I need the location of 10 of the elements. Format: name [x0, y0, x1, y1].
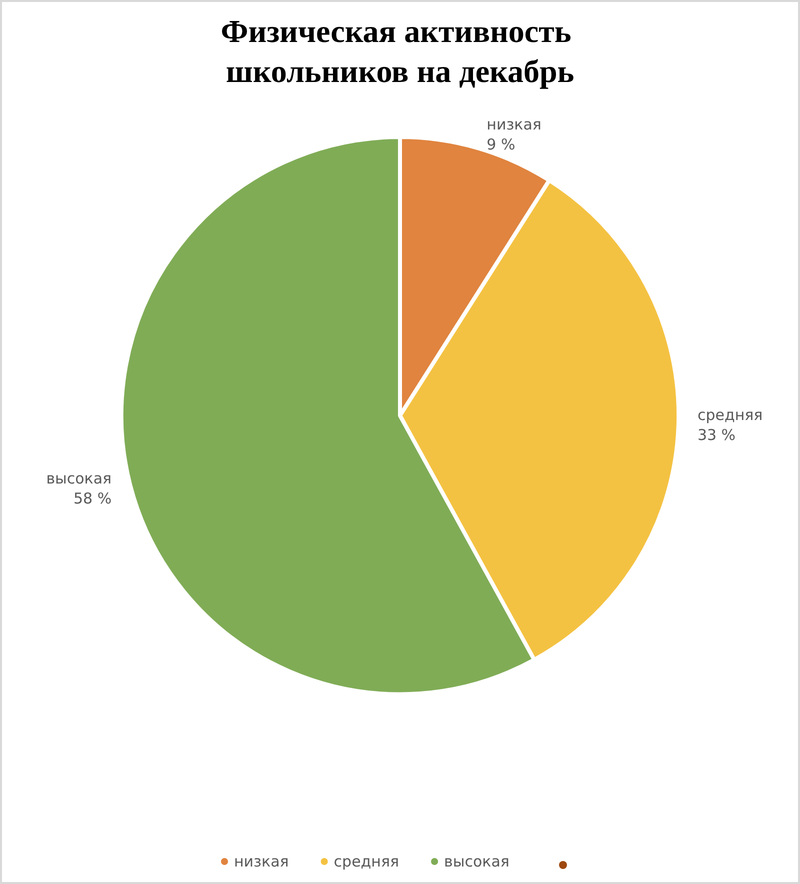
slice-label: средняя [697, 406, 763, 424]
slice-label: высокая [46, 469, 112, 488]
data-label: 58 % [73, 489, 112, 508]
slice-label: низкая [486, 116, 542, 134]
chart-title: Физическая активность школьников на декабрь [220, 13, 580, 89]
data-label: 33 % [697, 426, 736, 444]
data-label: 9 % [486, 136, 516, 154]
legend-label: высокая [444, 852, 510, 870]
legend-label: низкая [234, 852, 289, 870]
legend-label: средняя [334, 852, 400, 870]
